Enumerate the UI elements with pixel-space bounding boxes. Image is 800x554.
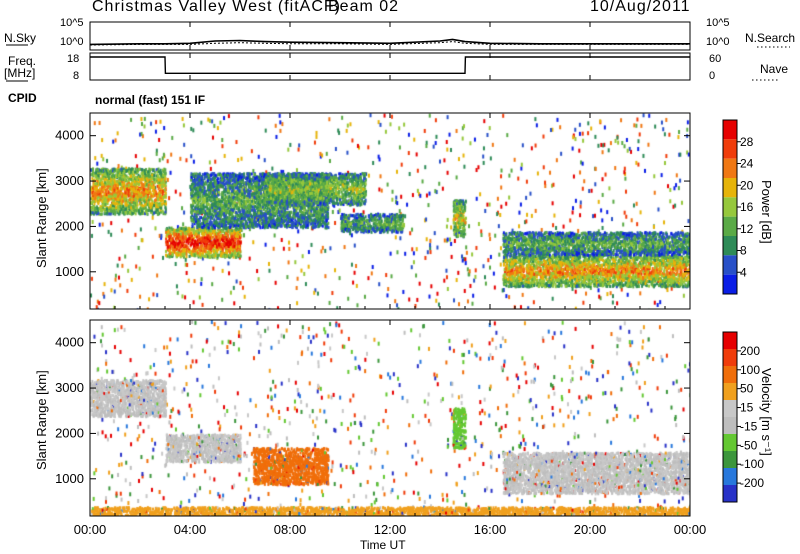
y-tick-label: 3000 — [55, 380, 84, 395]
nsky-tick-top: 10^5 — [60, 17, 84, 29]
y-tick-label: 1000 — [55, 264, 84, 279]
nsearch-label: N.Search — [745, 31, 796, 45]
x-tick-label: 04:00 — [174, 522, 207, 537]
velocity-colorbar-swatch — [723, 451, 737, 468]
power-panel-frame — [89, 112, 691, 310]
power-colorbar-tick-label: 16 — [740, 200, 754, 214]
x-tick-label: 12:00 — [374, 522, 407, 537]
velocity-colorbar-swatch — [723, 468, 737, 485]
x-tick-label: 08:00 — [274, 522, 307, 537]
velocity-colorbar-swatch — [723, 366, 737, 383]
freq-label: Freq. — [8, 54, 37, 68]
power-colorbar-swatch — [723, 178, 737, 198]
x-tick-label: 00:00 — [74, 522, 107, 537]
power-heatmap — [90, 113, 690, 309]
velocity-colorbar-tick-label: 50 — [740, 382, 754, 396]
velocity-colorbar-swatch — [723, 400, 737, 417]
x-axis-label: Time UT — [360, 538, 406, 552]
power-colorbar-tick-label: 8 — [740, 244, 747, 258]
freq-series-line — [90, 56, 690, 74]
power-colorbar-tick-label: 12 — [740, 222, 754, 236]
power-colorbar-swatch — [723, 236, 737, 256]
freq-unit-label: [MHz] — [4, 66, 36, 80]
cpid-value: normal (fast) 151 IF — [95, 93, 206, 107]
nave-label: Nave — [760, 62, 789, 76]
velocity-colorbar-tick-label: 15 — [740, 401, 754, 415]
velocity-colorbar-frame — [722, 331, 738, 503]
x-tick-label: 16:00 — [474, 522, 507, 537]
power-colorbar-tick-label: 20 — [740, 178, 754, 192]
nsky-label: N.Sky — [4, 31, 37, 45]
velocity-colorbar-swatch — [723, 383, 737, 400]
nsky-series-line — [89, 38, 690, 46]
freq-tick-top: 18 — [67, 53, 80, 65]
y-tick-label: 2000 — [55, 218, 84, 233]
cpid-label: CPID — [8, 91, 37, 105]
nsky-tick-bottom: 10^0 — [60, 36, 84, 48]
x-tick-label: 00:00 — [674, 522, 707, 537]
station-title: Christmas Valley West (fitACF) — [92, 0, 341, 15]
power-colorbar-swatch — [723, 274, 737, 294]
velocity-colorbar-swatch — [723, 417, 737, 434]
y-tick-label: 4000 — [55, 128, 84, 143]
power-colorbar-tick-label: 4 — [740, 265, 747, 279]
power-colorbar-swatch — [723, 120, 737, 140]
velocity-colorbar-tick-label: -15 — [740, 419, 758, 433]
velocity-panel-frame — [89, 319, 691, 517]
velocity-colorbar-tick-label: 200 — [740, 344, 760, 358]
date-label: 10/Aug/2011 — [590, 0, 691, 15]
y-tick-label: 3000 — [55, 173, 84, 188]
power-colorbar-swatch — [723, 216, 737, 236]
velocity-heatmap — [90, 320, 690, 516]
nsearch-tick-top: 10^5 — [706, 17, 730, 29]
beam-label: Beam 02 — [328, 0, 400, 15]
velocity-colorbar-tick-label: -50 — [740, 438, 758, 452]
nave-tick-bottom: 0 — [709, 70, 716, 82]
power-colorbar-swatch — [723, 139, 737, 159]
velocity-colorbar-swatch — [723, 434, 737, 451]
power-colorbar-tick-label: 28 — [740, 135, 754, 149]
velocity-colorbar-swatch — [723, 332, 737, 349]
power-colorbar-tick-label: 24 — [740, 157, 754, 171]
velocity-colorbar-swatch — [723, 349, 737, 366]
velocity-colorbar-tick-label: -200 — [740, 476, 764, 490]
power-colorbar-swatch — [723, 197, 737, 217]
y-tick-label: 2000 — [55, 425, 84, 440]
power-colorbar-swatch — [723, 158, 737, 178]
nave-tick-top: 60 — [709, 53, 722, 65]
power-colorbar-swatch — [723, 255, 737, 275]
nsearch-tick-bottom: 10^0 — [706, 36, 730, 48]
x-tick-label: 20:00 — [574, 522, 607, 537]
y-tick-label: 1000 — [55, 471, 84, 486]
velocity-colorbar-tick-label: -100 — [740, 457, 764, 471]
velocity-colorbar-tick-label: 100 — [740, 363, 760, 377]
freq-tick-bottom: 8 — [73, 70, 80, 82]
y-tick-label: 4000 — [55, 335, 84, 350]
velocity-colorbar-swatch — [723, 485, 737, 502]
